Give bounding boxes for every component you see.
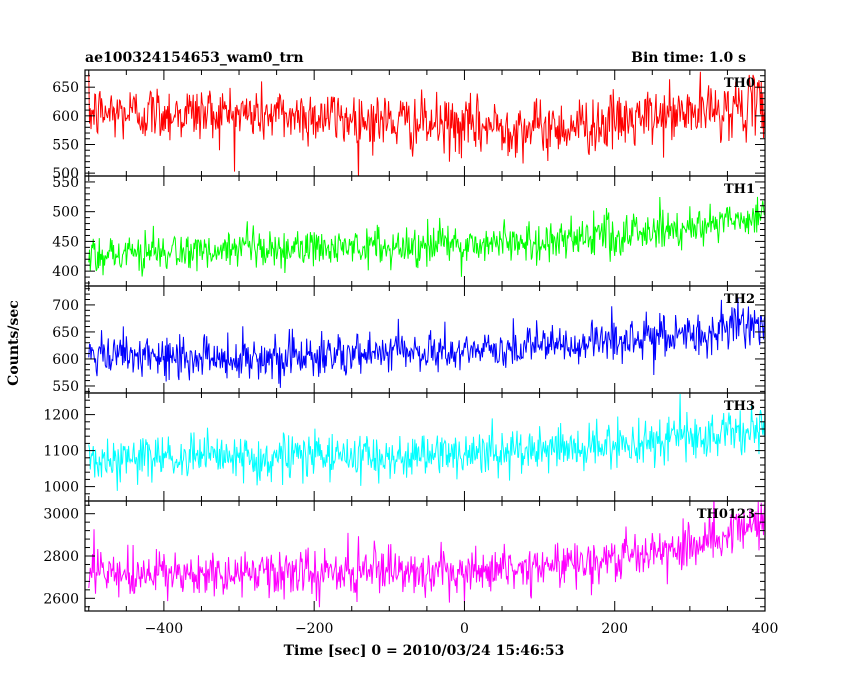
y-tick-label: 450 [52,234,79,250]
y-tick-label: 650 [52,325,79,341]
y-tick-label: 700 [52,298,79,314]
x-tick-label: 400 [752,621,779,637]
series-line-th0123 [88,501,765,608]
y-tick-label: 500 [52,205,79,221]
y-tick-label: 600 [52,109,79,125]
y-tick-label: 650 [52,80,79,96]
panel-frame [84,285,766,394]
x-axis-title: Time [sec] 0 = 2010/03/24 15:46:53 [284,643,565,659]
series-line-th2 [88,297,765,388]
y-tick-label: 1100 [43,444,79,460]
panel-th1: 400 450 500 550 TH1 [52,175,766,287]
x-tick-label: −200 [295,621,333,637]
y-tick-label: 550 [52,175,79,191]
y-tick-label: 550 [52,379,79,395]
y-tick-label: 2800 [43,549,79,565]
y-tick-label: 550 [52,137,79,153]
y-tick-label: 400 [52,264,79,280]
x-tick-label: 0 [460,621,469,637]
y-axis-title: Counts/sec [6,300,22,386]
series-line-th0 [88,71,765,176]
x-tick-label: 200 [601,621,628,637]
panel-label-th1: TH1 [724,182,755,197]
panel-th0123: 2600 2800 3000 TH0123 [43,500,766,612]
y-tick-label: 600 [52,352,79,368]
y-tick-label: 1000 [43,480,79,496]
panel-label-th0123: TH0123 [697,507,755,522]
y-tick-label: 500 [52,166,79,182]
x-tick-label: −400 [145,621,183,637]
panel-th3: 1000 1100 1200 TH3 [43,392,766,502]
panel-label-th2: TH2 [724,292,755,307]
series-line-th1 [88,196,765,277]
series-line-th3 [88,393,765,491]
chart-title: ae100324154653_wam0_trn [85,50,304,66]
y-tick-label: 2600 [43,591,79,607]
y-tick-label: 3000 [43,507,79,523]
bin-time-label: Bin time: 1.0 s [631,50,746,66]
panel-frame [84,175,766,287]
panel-label-th0: TH0 [724,76,755,91]
panel-label-th3: TH3 [724,399,755,414]
panel-th0: 500 550 600 650 TH0 [52,69,766,182]
y-tick-label: 1200 [43,408,79,424]
panel-th2: 550 600 650 700 TH2 [52,285,766,395]
